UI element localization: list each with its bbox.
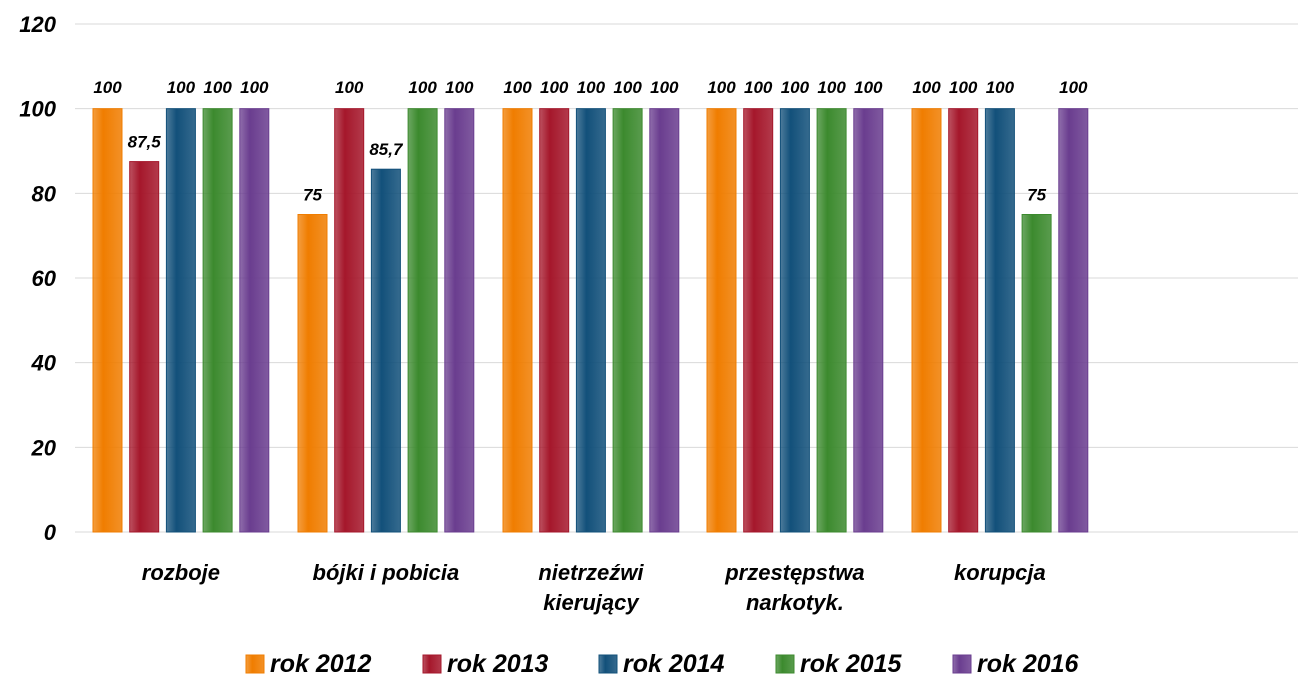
bar	[129, 161, 160, 533]
legend-swatch	[775, 654, 795, 674]
bar	[706, 108, 737, 533]
y-tick-label: 80	[32, 181, 57, 206]
legend-swatch	[422, 654, 442, 674]
bar	[334, 108, 365, 533]
bar	[816, 108, 847, 533]
legend-label: rok 2013	[447, 650, 549, 678]
data-labels: 100 87,5 100 100 100 75 100 85,7 100 100 100 100 100…	[93, 78, 1088, 205]
bar	[743, 108, 774, 533]
x-tick-label: nietrzeźwi kierujący	[538, 560, 644, 615]
legend-item: rok 2015	[775, 650, 903, 678]
bar	[444, 108, 475, 533]
bar	[612, 108, 643, 533]
data-label: 100	[781, 78, 810, 97]
data-label: 100	[335, 78, 364, 97]
legend: rok 2012 rok 2013 rok 2014 rok 2015 rok 2016	[245, 650, 1080, 678]
data-label: 100	[707, 78, 736, 97]
legend-swatch	[598, 654, 618, 674]
data-label: 100	[744, 78, 773, 97]
grid-layer	[75, 23, 1298, 533]
bar	[239, 108, 270, 533]
data-label: 100	[503, 78, 532, 97]
bar	[1058, 108, 1089, 533]
legend-item: rok 2014	[598, 650, 725, 678]
data-label: 100	[540, 78, 569, 97]
bar	[370, 168, 401, 533]
bar	[911, 108, 942, 533]
legend-item: rok 2016	[952, 650, 1080, 678]
data-label: 100	[240, 78, 269, 97]
bar	[984, 108, 1015, 533]
bar	[202, 108, 233, 533]
data-label: 100	[445, 78, 474, 97]
data-label: 100	[93, 78, 122, 97]
data-label: 100	[817, 78, 846, 97]
bar	[853, 108, 884, 533]
y-axis: 0 20 40 60 80 100 120	[19, 12, 56, 545]
data-label: 75	[303, 186, 322, 205]
bar	[407, 108, 438, 533]
x-tick-label: rozboje	[142, 560, 220, 585]
y-tick-label: 40	[31, 351, 57, 376]
bar	[539, 108, 570, 533]
bar	[649, 108, 680, 533]
bar	[948, 108, 979, 533]
data-label: 100	[577, 78, 606, 97]
y-tick-label: 100	[19, 97, 56, 122]
y-tick-label: 120	[19, 12, 56, 37]
data-label: 100	[613, 78, 642, 97]
data-label: 100	[408, 78, 437, 97]
data-label: 100	[1059, 78, 1088, 97]
data-label: 100	[167, 78, 196, 97]
x-tick-label: korupcja	[954, 560, 1046, 585]
data-label: 100	[650, 78, 679, 97]
x-tick-label: bójki i pobicia	[313, 560, 460, 585]
y-tick-label: 60	[32, 266, 57, 291]
bar	[779, 108, 810, 533]
legend-label: rok 2016	[977, 650, 1080, 678]
legend-swatch	[952, 654, 972, 674]
data-label: 100	[203, 78, 232, 97]
legend-label: rok 2014	[623, 650, 725, 678]
data-label: 100	[949, 78, 978, 97]
data-label: 85,7	[369, 140, 404, 159]
legend-label: rok 2015	[800, 650, 903, 678]
x-axis: rozboje bójki i pobicia nietrzeźwi kierując…	[142, 560, 1046, 615]
legend-item: rok 2012	[245, 650, 372, 678]
legend-item: rok 2013	[422, 650, 549, 678]
data-label: 75	[1027, 186, 1046, 205]
y-tick-label: 20	[31, 435, 57, 460]
legend-swatch	[245, 654, 265, 674]
data-label: 100	[912, 78, 941, 97]
bar	[502, 108, 533, 533]
data-label: 100	[986, 78, 1015, 97]
bar	[92, 108, 123, 533]
bar	[575, 108, 606, 533]
bar	[165, 108, 196, 533]
y-tick-label: 0	[44, 520, 57, 545]
legend-label: rok 2012	[270, 650, 372, 678]
bar	[1021, 214, 1052, 533]
x-tick-label: przestępstwa narkotyk.	[724, 560, 864, 615]
bars	[92, 108, 1089, 533]
bar	[297, 214, 328, 533]
data-label: 100	[854, 78, 883, 97]
data-label: 87,5	[128, 133, 162, 152]
